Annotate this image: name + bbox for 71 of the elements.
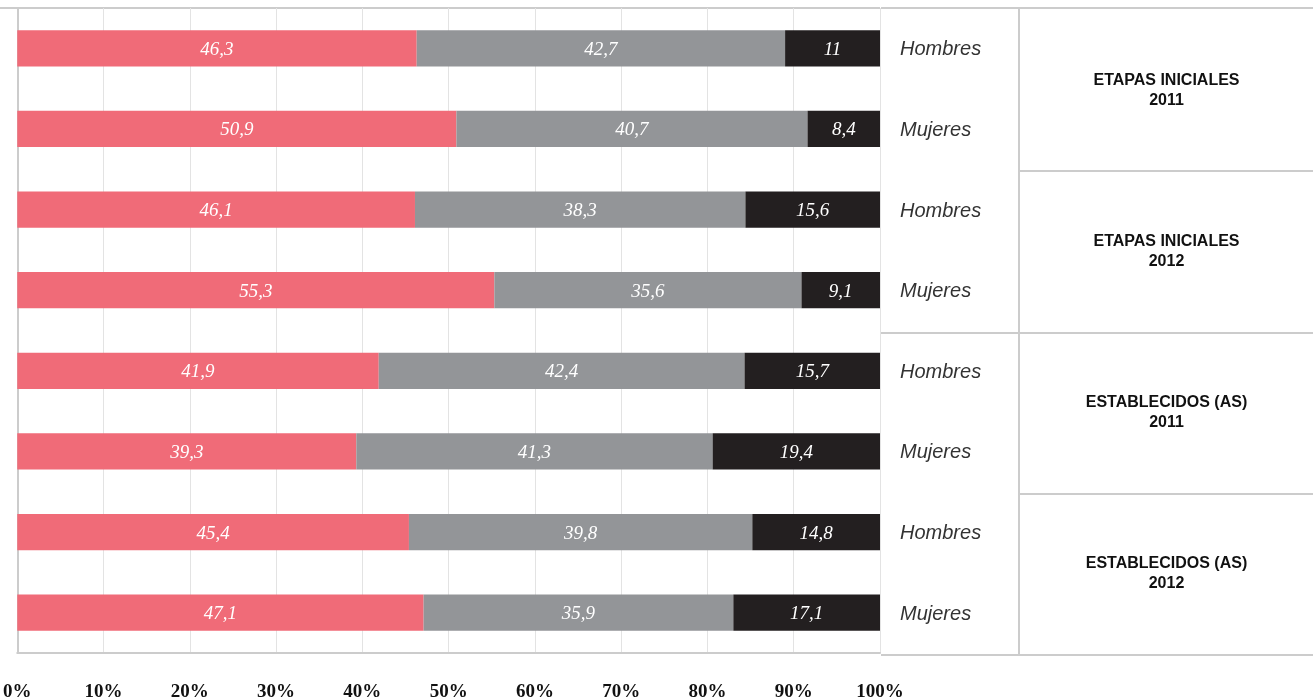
data-label: 15,6 [796, 199, 830, 221]
text: ETAPAS INICIALES 2012 [1092, 230, 1241, 271]
bar [17, 191, 415, 228]
data-label: 11 [823, 37, 842, 59]
bar [414, 191, 746, 228]
data-label: 35,9 [560, 602, 596, 624]
bar [17, 433, 357, 470]
data-label: 9,1 [828, 279, 853, 301]
bar [494, 272, 802, 309]
data-label: 42,7 [584, 37, 620, 59]
bar [752, 513, 880, 551]
data-label: 39,3 [169, 440, 204, 462]
x-tick-label: 10% [84, 680, 123, 700]
bar [17, 352, 379, 389]
bar [733, 594, 880, 631]
bar [408, 513, 753, 551]
data-label: 39,8 [563, 521, 598, 543]
data-label: 46,1 [199, 199, 233, 221]
bar [17, 110, 457, 148]
y-tick-label: Hombres [900, 359, 982, 382]
bar [17, 272, 495, 309]
data-label: 42,4 [545, 360, 579, 382]
x-tick-label: 90% [774, 680, 813, 700]
bar [378, 352, 745, 389]
x-tick-label: 40% [343, 680, 382, 700]
y-tick-label: Mujeres [900, 440, 972, 463]
y-tick-label: Hombres [900, 198, 982, 221]
bar [744, 352, 880, 389]
data-label: 50,9 [220, 118, 254, 140]
y-tick-label: Hombres [900, 521, 982, 544]
bar [17, 30, 417, 67]
bar [17, 513, 409, 551]
y-tick-label: Mujeres [900, 601, 972, 624]
x-tick-label: 100% [856, 680, 904, 700]
x-tick-label: 80% [688, 680, 727, 700]
bar [712, 433, 880, 470]
x-tick-label: 50% [429, 680, 468, 700]
bar [785, 30, 880, 67]
bar [745, 191, 880, 228]
bar [456, 110, 808, 148]
bar [416, 30, 786, 67]
data-label: 40,7 [615, 118, 651, 140]
x-tick-label: 30% [257, 680, 296, 700]
bar [17, 594, 424, 631]
y-tick-label: Hombres [900, 37, 982, 60]
x-tick-label: 70% [602, 680, 641, 700]
data-label: 35,6 [630, 279, 666, 301]
x-tick-label: 0% [3, 680, 32, 700]
data-label: 17,1 [790, 602, 824, 624]
bar [356, 433, 713, 470]
text: ETAPAS INICIALES 2011 [1092, 69, 1241, 110]
data-label: 19,4 [779, 440, 814, 462]
text: ESTABLECIDOS (AS) 2012 [1084, 553, 1249, 594]
data-label: 41,3 [517, 440, 552, 462]
data-label: 46,3 [200, 37, 234, 59]
data-label: 55,3 [239, 279, 273, 301]
bar [801, 272, 880, 309]
data-label: 47,1 [203, 602, 238, 624]
text: ESTABLECIDOS (AS) 2011 [1084, 392, 1249, 433]
data-label: 41,9 [181, 360, 216, 382]
y-tick-label: Mujeres [900, 279, 972, 302]
data-label: 38,3 [562, 199, 597, 221]
x-tick-label: 20% [170, 680, 209, 700]
bar [423, 594, 734, 631]
x-tick-label: 60% [515, 680, 554, 700]
data-label: 14,8 [799, 521, 834, 543]
data-label: 8,4 [831, 118, 857, 140]
data-label: 15,7 [795, 360, 831, 382]
bar [807, 110, 880, 148]
y-tick-label: Mujeres [900, 117, 972, 140]
data-label: 45,4 [196, 521, 231, 543]
